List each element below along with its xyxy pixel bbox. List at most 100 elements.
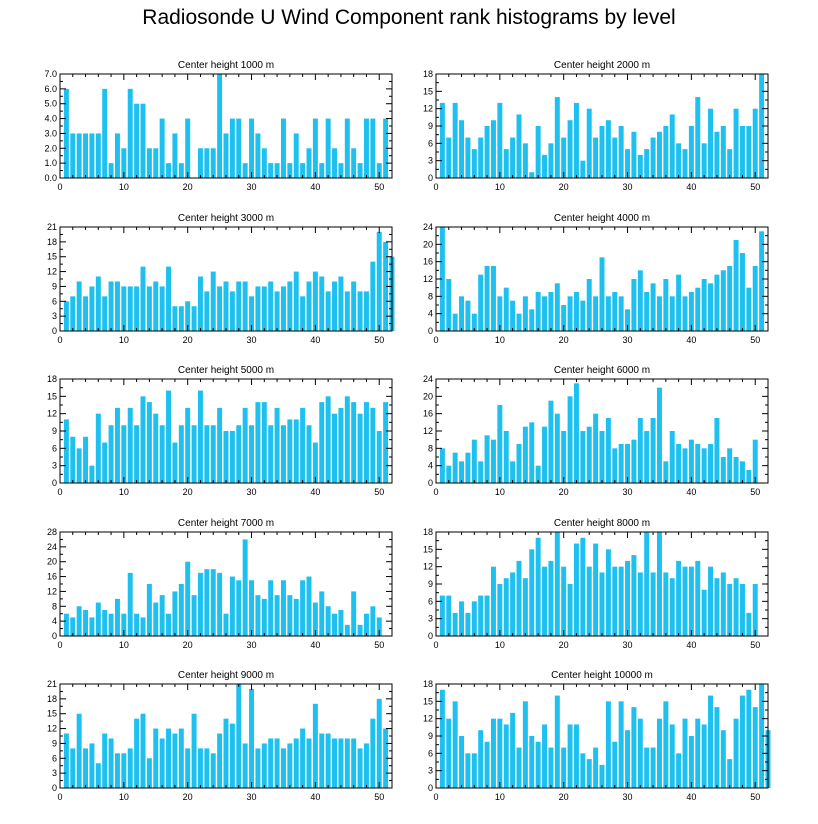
y-tick-label: 12 [423, 274, 433, 284]
bar [446, 137, 452, 178]
bar [573, 724, 579, 788]
bar [70, 436, 76, 483]
y-tick-label: 16 [423, 409, 433, 419]
x-tick-label: 30 [247, 335, 257, 345]
bar [516, 747, 522, 788]
bar [306, 148, 312, 178]
bar [478, 461, 484, 483]
bar [752, 108, 758, 178]
bar [166, 163, 172, 178]
bar [471, 439, 477, 483]
bar [274, 595, 280, 636]
bar [287, 595, 293, 636]
bar [478, 595, 484, 636]
bar [95, 133, 101, 178]
bar [720, 572, 726, 636]
bar [287, 419, 293, 483]
y-tick-label: 8 [428, 291, 433, 301]
bar [593, 296, 599, 331]
bar [510, 137, 516, 178]
bar [714, 418, 720, 483]
bar [739, 126, 745, 178]
bar [319, 591, 325, 636]
bar [452, 701, 458, 788]
bar [172, 591, 178, 636]
x-tick-label: 40 [310, 335, 320, 345]
bar [370, 118, 376, 178]
bar [554, 413, 560, 483]
bar [682, 448, 688, 483]
y-tick-label: 8 [428, 443, 433, 453]
bar [153, 602, 159, 636]
bar [529, 736, 535, 788]
y-tick-label: 28 [47, 527, 57, 537]
x-tick-label: 30 [247, 182, 257, 192]
x-tick-label: 20 [183, 487, 193, 497]
bar [242, 163, 248, 178]
bar [287, 743, 293, 788]
bar [516, 313, 522, 331]
panel-title: Center height 9000 m [178, 670, 274, 681]
bar [682, 149, 688, 178]
y-tick-label: 3 [428, 766, 433, 776]
bar [471, 753, 477, 788]
bar [300, 163, 306, 178]
x-tick-label: 0 [433, 335, 438, 345]
bar [325, 606, 331, 636]
panel-title: Center height 5000 m [178, 365, 274, 376]
bar [580, 160, 586, 178]
bar [306, 738, 312, 788]
bar [306, 576, 312, 636]
y-tick-label: 18 [47, 694, 57, 704]
bar [465, 612, 471, 636]
bar [708, 695, 714, 788]
x-tick-label: 50 [750, 792, 760, 802]
x-tick-label: 10 [119, 640, 129, 650]
bar [370, 606, 376, 636]
bar [554, 97, 560, 178]
x-tick-label: 30 [623, 182, 633, 192]
y-tick-label: 18 [423, 527, 433, 537]
bar [471, 149, 477, 178]
bar [344, 738, 350, 788]
bar [631, 439, 637, 483]
bar [733, 240, 739, 331]
bar [599, 431, 605, 483]
bar [95, 276, 101, 331]
panel-6: Center height 6000 m 0 4 8 12 16 20 24 0 10 20 30 40… [423, 365, 769, 497]
bar [146, 286, 152, 331]
y-tick-label: 12 [47, 724, 57, 734]
bar [733, 578, 739, 636]
bar [268, 281, 274, 331]
bar [236, 580, 242, 636]
bar [274, 163, 280, 178]
y-tick-label: 15 [47, 709, 57, 719]
bar [70, 296, 76, 331]
bar [63, 733, 69, 788]
bar [223, 718, 229, 788]
x-tick-label: 10 [119, 792, 129, 802]
bar [306, 281, 312, 331]
y-tick-label: 0 [428, 173, 433, 183]
bar [197, 572, 203, 636]
bar [249, 118, 255, 178]
bar [268, 738, 274, 788]
bar [567, 296, 573, 331]
x-tick-label: 0 [433, 182, 438, 192]
bar [497, 296, 503, 331]
bar [210, 271, 216, 331]
bar [656, 387, 662, 483]
bar [236, 281, 242, 331]
bar [746, 287, 752, 331]
bar [682, 296, 688, 331]
bar [63, 613, 69, 636]
x-tick-label: 0 [57, 487, 62, 497]
y-tick-label: 18 [423, 679, 433, 689]
bar [459, 601, 465, 636]
bar [140, 103, 146, 178]
bar [114, 753, 120, 788]
bar [325, 291, 331, 331]
panel-title: Center height 6000 m [554, 365, 650, 376]
x-tick-label: 20 [559, 182, 569, 192]
y-tick-label: 0 [52, 326, 57, 336]
